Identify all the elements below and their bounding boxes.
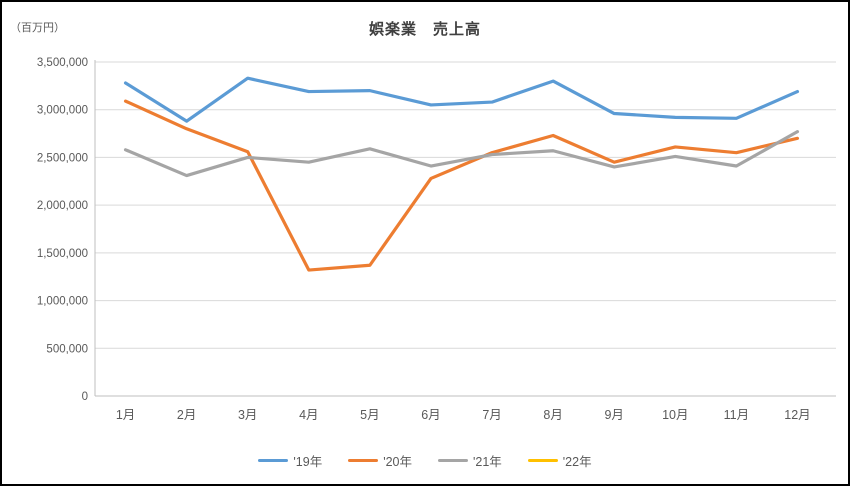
x-axis-tick-label: 11月 <box>724 408 749 422</box>
x-axis-tick-label: 12月 <box>784 408 810 422</box>
legend-line-swatch <box>438 459 468 462</box>
legend-label: '22年 <box>562 455 592 469</box>
y-axis-tick-label: 1,000,000 <box>37 296 88 308</box>
x-axis-tick-label: 2月 <box>177 408 196 422</box>
x-axis-tick-label: 8月 <box>543 408 562 422</box>
x-axis-tick-label: 7月 <box>482 408 501 422</box>
legend-item-21: '21年 <box>438 451 502 470</box>
y-axis-tick-label: 2,500,000 <box>37 152 88 164</box>
y-axis-tick-label: 0 <box>82 391 88 403</box>
x-axis-tick-label: 9月 <box>604 408 623 422</box>
y-axis-tick-label: 3,000,000 <box>37 105 88 117</box>
legend-line-swatch <box>348 459 379 462</box>
x-axis-tick-label: 10月 <box>662 408 688 422</box>
legend-line-swatch <box>258 459 289 462</box>
series-line-21 <box>123 130 800 178</box>
series-line-19 <box>123 76 800 123</box>
y-axis-unit-label: （百万円） <box>10 22 65 34</box>
x-axis-tick-label: 6月 <box>421 408 440 422</box>
legend-label: '19年 <box>293 455 323 469</box>
x-axis-tick-label: 3月 <box>238 408 257 422</box>
legend-item-20: '20年 <box>348 451 412 470</box>
legend-label: '21年 <box>473 455 502 469</box>
y-axis-tick-label: 1,500,000 <box>37 248 88 260</box>
legend-item-19: '19年 <box>258 451 322 470</box>
legend-item-22: '22年 <box>527 451 592 470</box>
y-axis-tick-label: 3,500,000 <box>37 57 88 69</box>
x-axis-tick-label: 5月 <box>360 408 379 422</box>
x-axis-tick-label: 1月 <box>116 408 135 422</box>
y-axis-tick-label: 2,000,000 <box>37 200 88 212</box>
chart-title: 娯楽業 売上高 <box>368 21 481 38</box>
legend-label: '20年 <box>383 455 412 469</box>
series-line-20 <box>123 99 800 272</box>
x-axis-tick-label: 4月 <box>299 408 318 422</box>
y-axis-tick-label: 500,000 <box>46 343 88 355</box>
legend: '19年 '20年 '21年 '22年 <box>2 451 848 470</box>
legend-line-swatch <box>527 459 558 462</box>
